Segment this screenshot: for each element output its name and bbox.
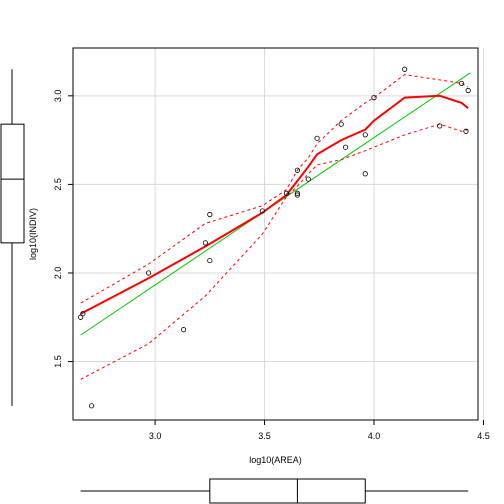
y-tick-label: 3.0: [53, 90, 63, 103]
data-point: [437, 123, 443, 129]
smooth-line: [80, 94, 469, 315]
x-axis: 3.0 3.5 4.0 4.5: [149, 420, 490, 441]
data-point: [294, 192, 300, 198]
data-point: [402, 66, 408, 72]
data-point: [362, 132, 368, 138]
data-point: [338, 121, 344, 127]
data-point: [207, 211, 213, 218]
data-point: [202, 240, 209, 246]
x-box: [209, 478, 366, 504]
y-tick-label: 1.5: [53, 355, 63, 368]
data-point: [371, 95, 377, 101]
data-point: [342, 144, 349, 150]
lower-band-line: [80, 123, 469, 380]
series-layer: [80, 72, 471, 380]
data-point: [180, 327, 187, 333]
upper-band-line: [80, 74, 469, 304]
data-point: [259, 208, 265, 214]
y-marginal-boxplot: [0, 69, 25, 406]
data-point: [283, 190, 290, 196]
data-point: [294, 190, 300, 196]
plot-frame: [72, 47, 479, 421]
x-tick-label: 4.5: [477, 431, 490, 441]
x-tick-label: 3.0: [149, 431, 162, 441]
y-box: [0, 123, 25, 244]
data-point: [80, 311, 86, 317]
y-axis: 1.5 2.0 2.5 3.0: [53, 90, 73, 368]
x-marginal-boxplot: [80, 478, 469, 504]
x-tick-label: 4.0: [368, 431, 381, 441]
data-point: [463, 128, 469, 134]
y-tick-label: 2.0: [53, 267, 63, 280]
x-axis-label: log10(AREA): [249, 455, 302, 465]
data-point: [305, 176, 311, 182]
y-tick-label: 2.5: [53, 178, 63, 191]
data-point: [362, 171, 368, 177]
data-point: [145, 270, 152, 276]
scatter-points: [78, 66, 471, 409]
y-axis-label: log10(INDIV): [28, 208, 38, 260]
grid-lines: [73, 48, 484, 420]
data-point: [207, 257, 213, 264]
data-point: [294, 167, 300, 173]
data-point: [314, 135, 320, 141]
data-point: [465, 87, 471, 94]
data-point: [89, 403, 95, 409]
x-tick-label: 3.5: [258, 431, 271, 441]
data-point: [458, 80, 465, 87]
